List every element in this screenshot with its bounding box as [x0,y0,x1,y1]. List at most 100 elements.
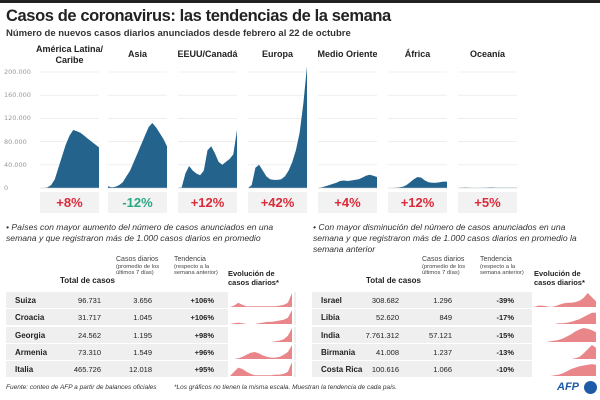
weekly-change-badge: +5% [458,192,517,213]
trend-value: +106% [190,296,214,305]
country-name: Israel [321,296,342,305]
table-row: Croacia 31.717 1.045 +106% [6,309,296,326]
region-label: Oceanía [469,49,506,59]
daily-cases: 1.045 [133,313,152,323]
column-header-trend: Tendencia (respecto a la semana anterior) [480,256,524,276]
trend-note: (respecto a la semana anterior) [174,263,218,276]
sparkline-area [230,310,292,325]
total-cases: 7.761.312 [365,330,399,340]
trend-note: (respecto a la semana anterior) [480,263,524,276]
table-row: Birmania 41.008 1.237 -13% [312,343,598,360]
daily-cases: 1.066 [433,365,452,375]
sparkline-area [230,362,292,377]
y-tick-label: 120.000 [4,114,31,123]
weekly-change-badge: -12% [108,192,167,213]
weekly-change-badge: +12% [178,192,237,213]
table-row: Suiza 96.731 3.656 +106% [6,292,296,308]
area-3 [248,66,307,188]
column-header-total: Total de casos [366,276,421,285]
sparkline-area [230,327,292,342]
column-header-evolution: Evolución de casos diarios* [534,269,585,287]
sparkline [228,309,294,326]
sparkline-area [534,344,596,359]
total-cases: 41.008 [376,347,399,357]
trend-value: -15% [496,330,514,340]
area-5 [388,177,447,188]
daily-cases: 849 [439,313,452,323]
total-cases: 24.562 [78,330,101,340]
table-row: Georgia 24.562 1.195 +98% [6,326,296,343]
trend-value: -10% [496,365,514,375]
total-cases: 73.310 [78,347,101,357]
y-tick-label: 200.000 [4,68,31,76]
daily-cases: 3.656 [133,296,152,305]
country-name: India [321,330,340,340]
sparkline [532,326,598,343]
region-label: Asia [127,49,147,59]
trend-title: Tendencia [174,256,206,263]
area-0 [40,130,99,188]
left-table-description: • Países con mayor aumento del número de… [6,222,274,243]
sparkline [228,343,294,360]
sparkline-area [230,344,292,359]
sparkline [532,309,598,326]
total-cases: 31.717 [78,313,101,323]
area-4 [318,174,377,188]
source-note: Fuente: conteo de AFP a partir de balanc… [6,384,157,391]
country-name: Suiza [15,296,36,305]
region-label: Europa [261,49,293,59]
region-label: África [404,49,431,59]
region-label: EEUU/Canadá [177,49,238,59]
trend-value: +106% [190,313,214,323]
y-tick-label: 80.000 [4,137,27,146]
sparkline-area [534,293,596,307]
table-row: Israel 308.682 1.296 -39% [312,292,598,308]
country-name: Armenia [15,347,48,357]
trend-value: +98% [194,330,214,340]
total-cases: 96.731 [78,296,101,305]
weekly-change-badge: +4% [318,192,377,213]
table-row: Libia 52.620 849 -17% [312,309,598,326]
country-name: Birmania [321,347,356,357]
column-header-daily: Casos diarios (promedio de los últimos 7 … [422,256,477,276]
total-cases: 52.620 [376,313,399,323]
table-row: Costa Rica 100.616 1.066 -10% [312,361,598,378]
sparkline [228,292,294,308]
top-rule [0,0,600,3]
country-name: Italia [15,365,34,375]
daily-cases: 57.121 [429,330,452,340]
daily-title: Casos diarios [422,256,465,263]
region-label: América Latina/ Caribe [35,44,104,65]
trend-title: Tendencia [480,256,512,263]
weekly-change-badge: +12% [388,192,447,213]
country-name: Georgia [15,330,46,340]
country-name: Libia [321,313,340,323]
weekly-change-badge: +42% [248,192,307,213]
sparkline [532,361,598,378]
table-row: Italia 465.726 12.018 +95% [6,361,296,378]
page-title: Casos de coronavirus: las tendencias de … [6,7,391,25]
regional-area-charts [40,66,517,189]
country-name: Costa Rica [321,365,363,375]
sparkline [228,326,294,343]
daily-note: (promedio de los últimos 7 días) [116,263,160,276]
daily-cases: 1.237 [433,347,452,357]
trend-value: -39% [496,296,514,305]
right-table-description: • Con mayor disminución del número de ca… [313,222,577,254]
country-name: Croacia [15,313,45,323]
column-header-daily: Casos diarios (promedio de los últimos 7 … [116,256,171,276]
y-tick-label: 40.000 [4,160,27,169]
afp-logo-dot [584,381,597,394]
trend-value: -17% [496,313,514,323]
sparkline [532,343,598,360]
column-header-evolution: Evolución de casos diarios* [228,269,279,287]
sparkline [532,292,598,308]
total-cases: 308.682 [371,296,399,305]
total-cases: 465.726 [73,365,101,375]
daily-title: Casos diarios [116,256,159,263]
sparkline-area [534,327,596,342]
table-row: Armenia 73.310 1.549 +96% [6,343,296,360]
daily-note: (promedio de los últimos 7 días) [422,263,466,276]
trend-value: +95% [194,365,214,375]
table-row: India 7.761.312 57.121 -15% [312,326,598,343]
